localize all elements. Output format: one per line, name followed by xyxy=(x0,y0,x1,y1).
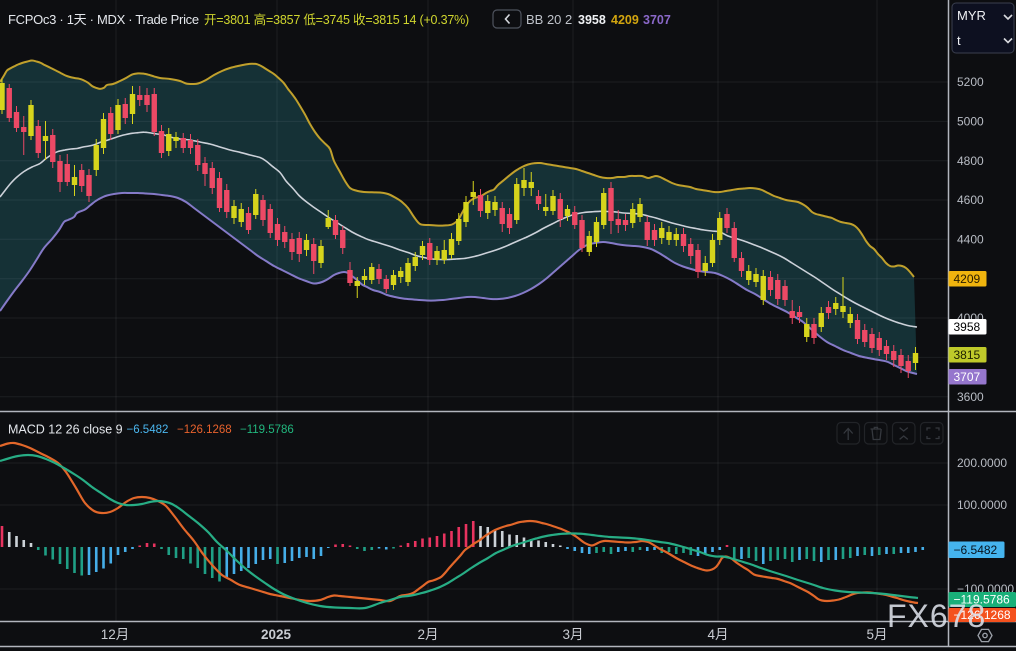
svg-text:开=3801 高=3857 低=3745 收=3815 14: 开=3801 高=3857 低=3745 收=3815 14 (+0.37%) xyxy=(204,12,469,27)
svg-text:FCPOc3 · 1天 · MDX · Trade Pric: FCPOc3 · 1天 · MDX · Trade Price xyxy=(8,12,199,27)
svg-text:3707: 3707 xyxy=(643,13,671,27)
svg-text:−126.1268: −126.1268 xyxy=(177,424,232,436)
svg-text:4400: 4400 xyxy=(957,233,984,247)
svg-text:−126.1268: −126.1268 xyxy=(954,608,1011,622)
svg-text:3815: 3815 xyxy=(954,348,981,362)
svg-text:MYR: MYR xyxy=(957,8,986,23)
svg-text:5月: 5月 xyxy=(866,627,887,642)
svg-text:FX678: FX678 xyxy=(887,598,986,634)
svg-text:3958: 3958 xyxy=(954,320,981,334)
svg-text:3月: 3月 xyxy=(562,627,583,642)
svg-text:−119.5786: −119.5786 xyxy=(954,593,1010,607)
svg-text:−6.5482: −6.5482 xyxy=(127,424,169,436)
svg-text:4209: 4209 xyxy=(954,272,981,286)
svg-text:MACD 12 26 close 9: MACD 12 26 close 9 xyxy=(8,423,123,437)
svg-text:12月: 12月 xyxy=(101,627,130,642)
svg-text:3707: 3707 xyxy=(954,370,981,384)
svg-text:2025: 2025 xyxy=(261,627,292,642)
svg-text:5000: 5000 xyxy=(957,115,984,129)
svg-text:3958: 3958 xyxy=(578,13,606,27)
svg-text:−6.5482: −6.5482 xyxy=(954,543,998,557)
svg-text:4800: 4800 xyxy=(957,154,984,168)
svg-text:200.0000: 200.0000 xyxy=(957,456,1007,470)
svg-text:t: t xyxy=(957,33,961,48)
svg-text:4月: 4月 xyxy=(707,627,728,642)
svg-text:4600: 4600 xyxy=(957,193,984,207)
svg-text:100.0000: 100.0000 xyxy=(957,498,1007,512)
svg-text:4209: 4209 xyxy=(611,13,639,27)
svg-text:BB 20 2: BB 20 2 xyxy=(526,12,572,27)
svg-text:5200: 5200 xyxy=(957,75,984,89)
svg-text:−119.5786: −119.5786 xyxy=(240,424,294,436)
svg-text:3600: 3600 xyxy=(957,390,984,404)
svg-text:2月: 2月 xyxy=(417,627,438,642)
